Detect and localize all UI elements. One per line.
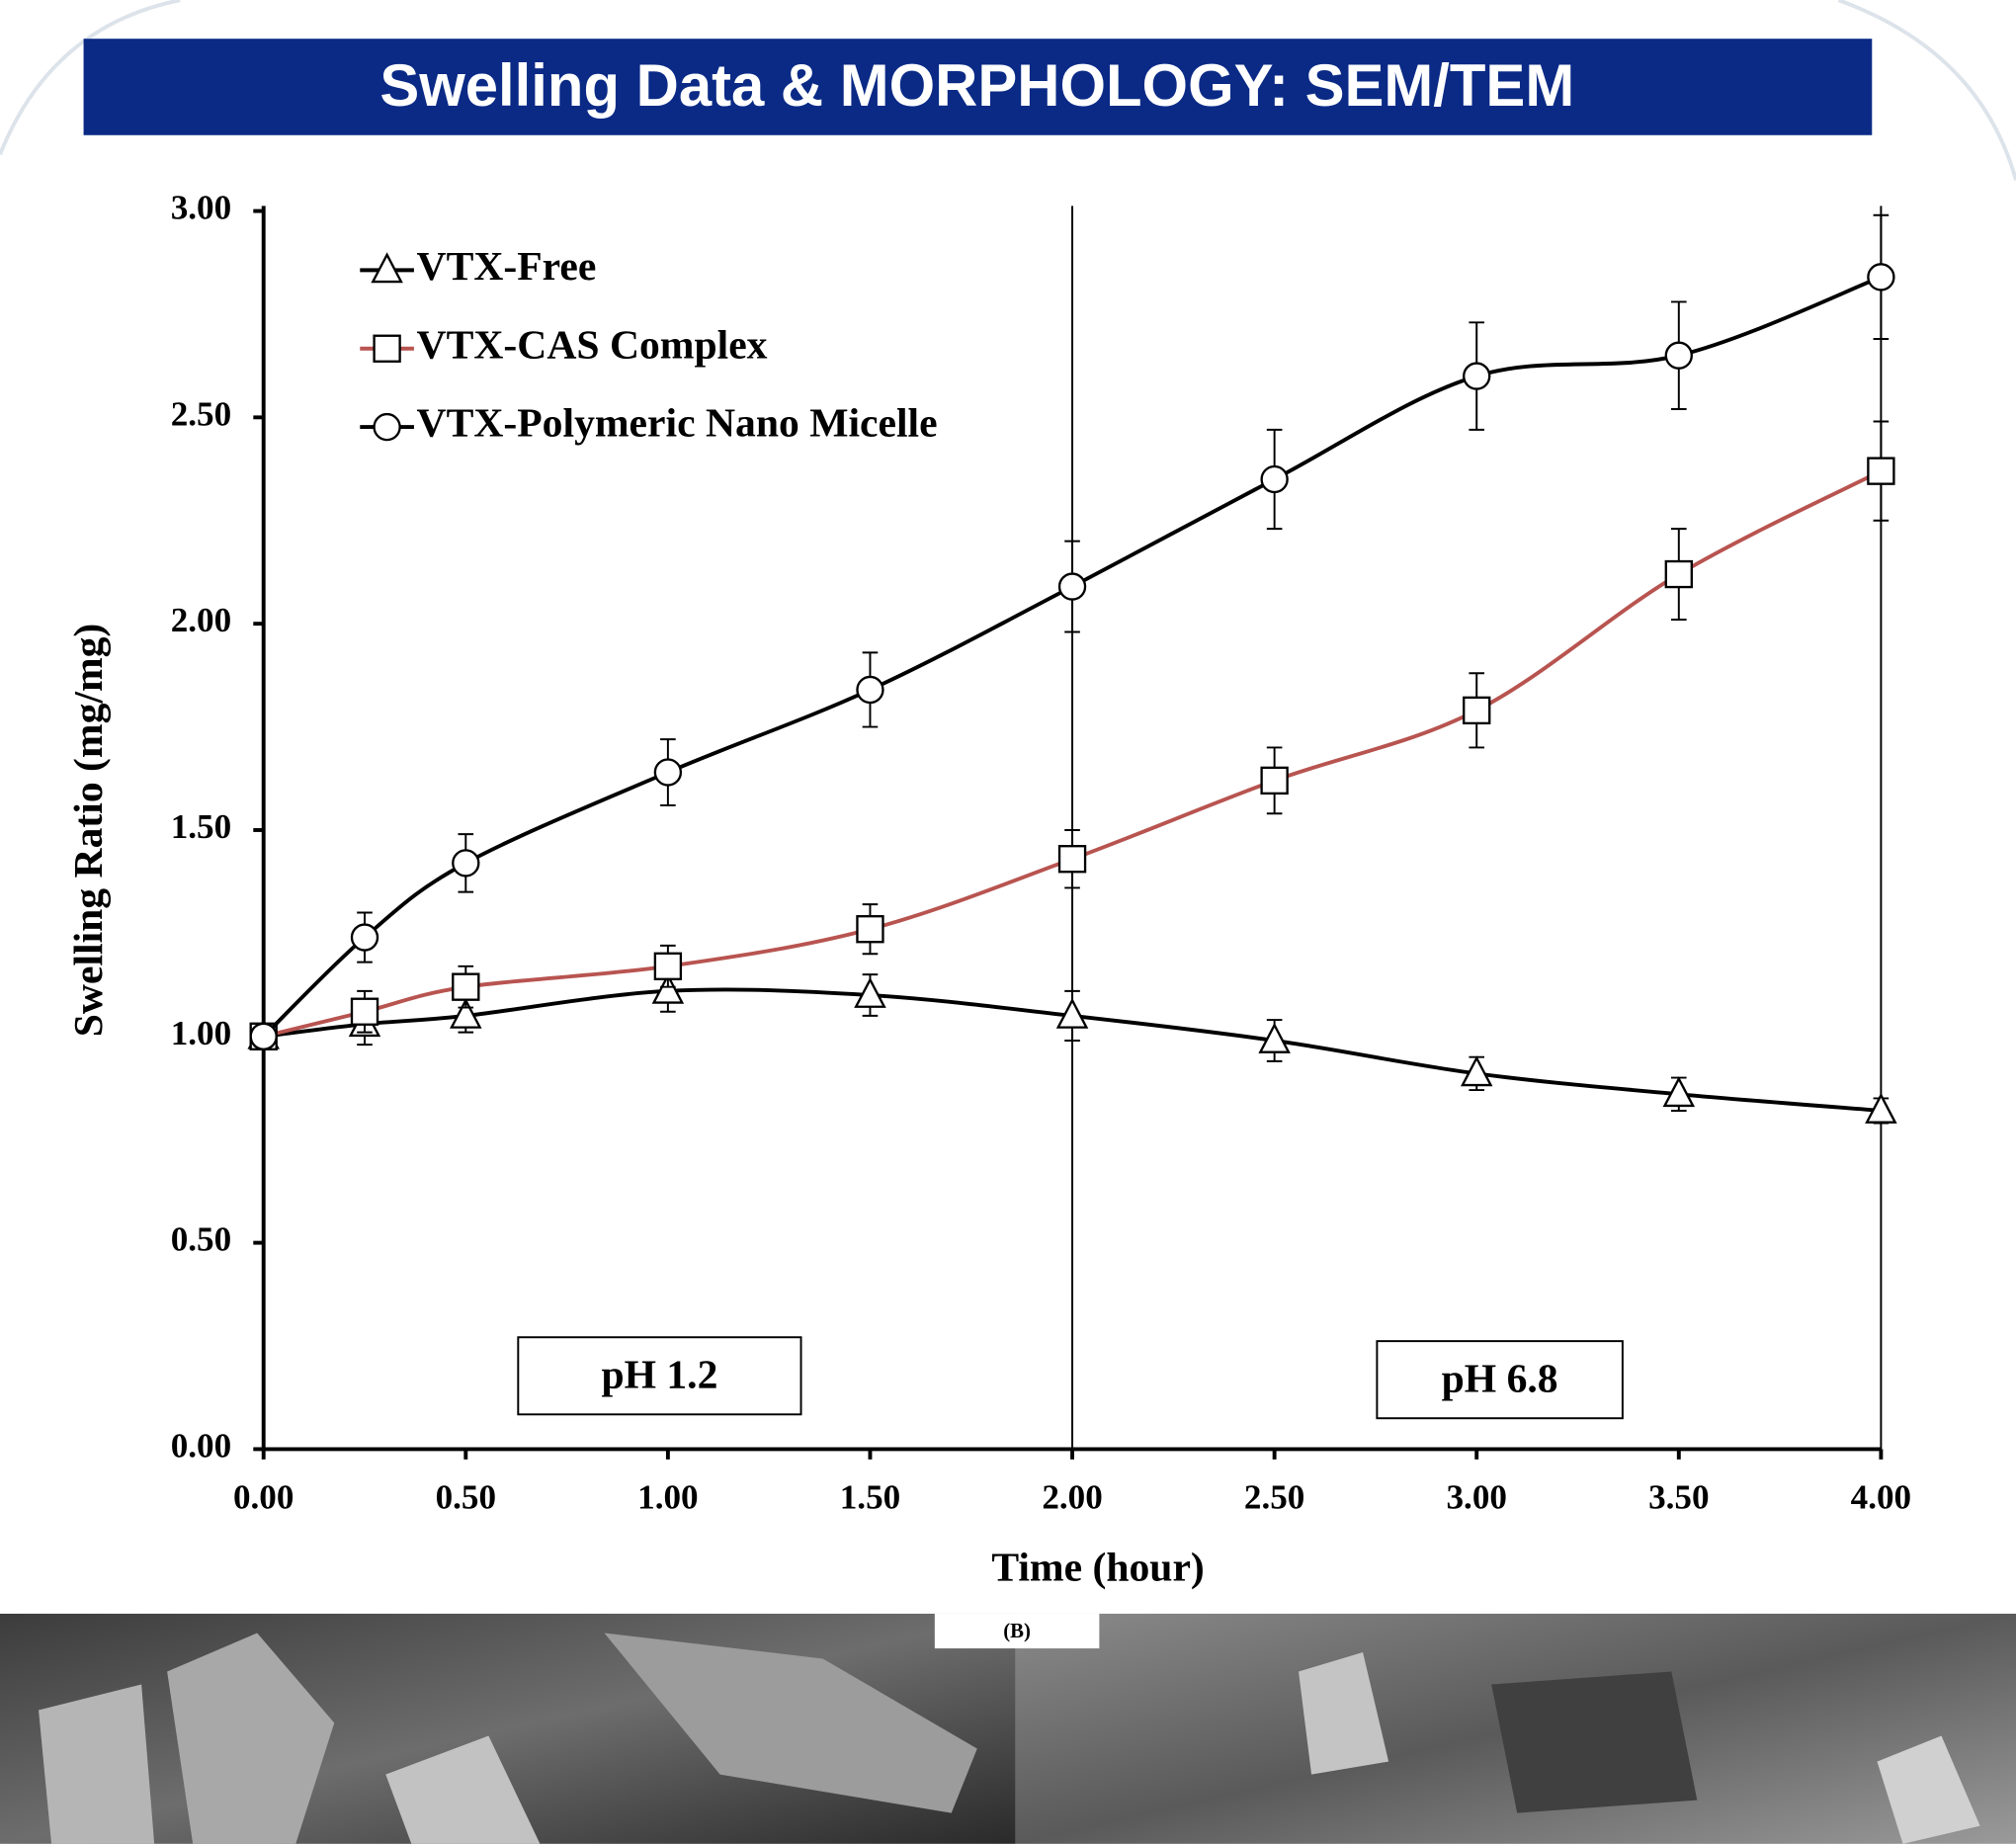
data-point — [251, 1024, 277, 1049]
y-tick-label: 1.50 — [171, 807, 231, 846]
chart: 0.00 0.50 1.00 1.50 2.00 2.50 3.00 0.00 0.50 1.00… — [66, 189, 1911, 1591]
legend-label: VTX-CAS Complex — [417, 322, 768, 368]
data-point — [1059, 574, 1085, 600]
phase-label: pH 6.8 — [1442, 1356, 1558, 1401]
x-axis-label: Time (hour) — [991, 1546, 1204, 1591]
y-tick-label: 0.00 — [171, 1426, 231, 1465]
data-point — [1464, 364, 1489, 389]
particle — [39, 1685, 154, 1844]
x-tick-label: 3.00 — [1446, 1478, 1506, 1517]
data-point — [1666, 561, 1692, 587]
data-point — [1464, 698, 1489, 723]
y-tick-label: 2.00 — [171, 601, 231, 639]
data-point — [352, 925, 378, 951]
data-point — [1868, 459, 1893, 484]
x-tick-label: 1.00 — [637, 1478, 698, 1517]
legend-label: VTX-Free — [417, 244, 597, 290]
data-point — [1868, 264, 1893, 290]
x-tick-label: 1.50 — [840, 1478, 900, 1517]
data-point — [655, 954, 681, 979]
y-tick-label: 0.50 — [171, 1220, 231, 1259]
x-tick-label: 2.50 — [1244, 1478, 1304, 1517]
slide-title: Swelling Data & MORPHOLOGY: SEM/TEM — [379, 52, 1574, 119]
legend-marker — [375, 414, 400, 440]
image-label: (B) — [1003, 1619, 1031, 1642]
pore — [1491, 1671, 1697, 1812]
x-tick-label: 0.00 — [233, 1478, 294, 1517]
y-axis-label: Swelling Ratio (mg/mg) — [66, 624, 112, 1038]
x-tick-label: 2.00 — [1042, 1478, 1102, 1517]
x-tick-label: 4.00 — [1851, 1478, 1911, 1517]
data-point — [1059, 846, 1085, 872]
data-point — [1262, 768, 1288, 794]
y-tick-label: 1.00 — [171, 1014, 231, 1052]
legend-label: VTX-Polymeric Nano Micelle — [417, 401, 938, 447]
data-point — [655, 759, 681, 785]
y-tick-label: 3.00 — [171, 189, 231, 227]
data-point — [1666, 343, 1692, 369]
phase-label: pH 1.2 — [601, 1352, 717, 1397]
data-point — [453, 850, 478, 876]
legend-marker — [375, 336, 400, 362]
data-point — [1262, 466, 1288, 492]
data-point — [857, 677, 882, 703]
x-tick-label: 0.50 — [436, 1478, 496, 1517]
y-tick-label: 2.50 — [171, 394, 231, 433]
sem-images: (B) — [0, 1614, 2016, 1844]
slide: Swelling Data & MORPHOLOGY: SEM/TEM 0.00… — [0, 0, 2016, 1844]
data-point — [352, 999, 378, 1025]
data-point — [857, 916, 882, 942]
x-tick-label: 3.50 — [1648, 1478, 1709, 1517]
data-point — [453, 974, 478, 1000]
